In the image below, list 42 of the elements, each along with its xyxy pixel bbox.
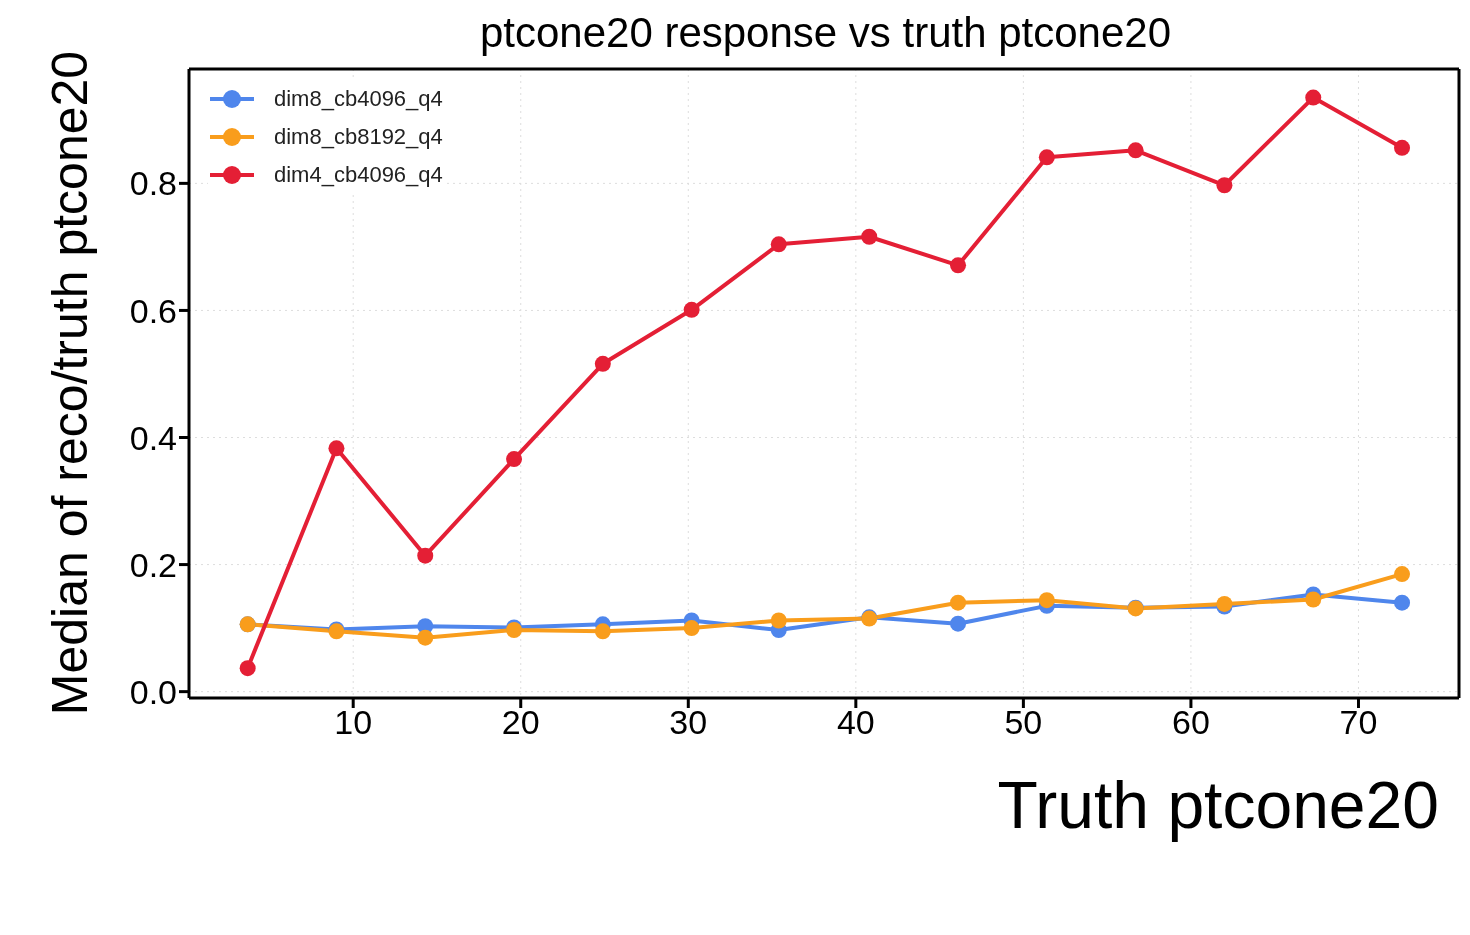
point	[1305, 591, 1322, 608]
point	[594, 623, 611, 640]
x-tick-label: 10	[334, 703, 373, 742]
y-tick-label: 0.0	[129, 672, 177, 711]
point	[1127, 142, 1144, 159]
x-tick-label: 60	[1172, 703, 1210, 742]
point	[1305, 89, 1322, 106]
y-axis-title: Median of reco/truth ptcone20	[41, 49, 99, 718]
point	[328, 440, 345, 457]
x-axis-title: Truth ptcone20	[997, 768, 1439, 842]
point	[770, 612, 787, 629]
y-tick-label: 0.6	[129, 291, 177, 330]
point	[1394, 139, 1411, 156]
point	[770, 236, 787, 253]
x-tick-label: 70	[1339, 703, 1378, 742]
point	[1394, 566, 1411, 583]
x-tick-label: 20	[501, 703, 540, 742]
point	[594, 355, 611, 372]
y-tick-label: 0.4	[129, 418, 177, 457]
point	[417, 547, 434, 564]
x-tick-label: 40	[836, 703, 875, 742]
point	[683, 301, 700, 318]
point	[861, 228, 878, 245]
point	[683, 620, 700, 637]
point	[239, 660, 256, 677]
point	[417, 629, 434, 646]
legend-label: dim4_cb4096_q4	[274, 162, 443, 188]
point	[506, 451, 523, 468]
point	[1038, 149, 1055, 166]
x-tick-label: 30	[669, 703, 708, 742]
point	[1394, 594, 1411, 611]
y-tick-label: 0.2	[129, 545, 177, 584]
point	[1038, 592, 1055, 609]
y-tick-label: 0.8	[129, 164, 177, 203]
point	[950, 594, 967, 611]
point	[1216, 177, 1233, 194]
point	[950, 257, 967, 274]
point	[950, 615, 967, 632]
legend-label: dim8_cb8192_q4	[274, 124, 443, 150]
legend-label: dim8_cb4096_q4	[274, 86, 443, 112]
x-tick-label: 50	[1004, 703, 1043, 742]
chart-title: ptcone20 response vs truth ptcone20	[478, 8, 1173, 58]
